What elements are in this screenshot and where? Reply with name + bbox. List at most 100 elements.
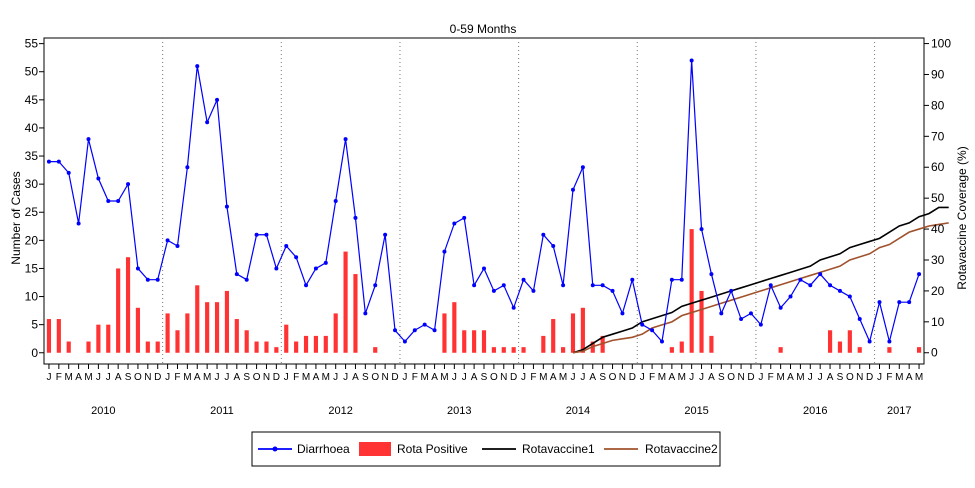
y2-tick-label: 60 — [931, 160, 945, 174]
diarrhoea-point — [798, 277, 803, 282]
diarrhoea-point — [224, 204, 229, 209]
rota-positive-bar — [452, 302, 457, 353]
x-tick-label: M — [65, 372, 73, 383]
x-tick-label: F — [886, 372, 892, 383]
x-tick-label: A — [669, 372, 676, 383]
x-tick-label: J — [462, 372, 467, 383]
x-tick-label: O — [609, 372, 617, 383]
diarrhoea-point — [699, 227, 704, 232]
rotavaccine1-line — [572, 206, 949, 354]
x-tick-label: D — [629, 372, 636, 383]
rota-positive-bar — [205, 302, 210, 353]
year-label: 2014 — [566, 405, 590, 417]
diarrhoea-point — [778, 305, 783, 310]
diarrhoea-point — [234, 272, 239, 277]
x-tick-label: S — [243, 372, 250, 383]
x-tick-label: M — [796, 372, 804, 383]
diarrhoea-point — [86, 137, 91, 142]
x-tick-label: N — [856, 372, 863, 383]
legend-label: Rotavaccine2 — [645, 442, 718, 456]
rota-positive-bar — [303, 335, 309, 353]
x-tick-label: A — [589, 372, 596, 383]
rota-positive-bar — [224, 290, 229, 353]
diarrhoea-point — [56, 159, 61, 164]
diarrhoea-point — [96, 176, 101, 181]
rota-positive-bar — [343, 251, 348, 353]
rota-positive-bar — [135, 307, 141, 353]
year-label: 2012 — [328, 405, 352, 417]
diarrhoea-point — [313, 266, 318, 271]
x-tick-label: M — [183, 372, 191, 383]
y-tick-label: 35 — [25, 149, 39, 163]
x-tick-label: J — [521, 372, 526, 383]
year-label: 2013 — [447, 405, 471, 417]
diarrhoea-point — [689, 58, 694, 63]
diarrhoea-point — [402, 339, 407, 344]
diarrhoea-point — [887, 339, 892, 344]
diarrhoea-point — [432, 328, 437, 333]
rota-positive-bar — [669, 347, 674, 353]
x-tick-label: N — [619, 372, 626, 383]
rota-positive-bar — [185, 313, 190, 353]
diarrhoea-point — [66, 170, 71, 175]
y2-tick-label: 50 — [931, 191, 945, 205]
diarrhoea-point — [600, 283, 605, 288]
y-tick-label: 55 — [25, 37, 39, 51]
x-tick-label: M — [895, 372, 903, 383]
y2-tick-label: 10 — [931, 315, 945, 329]
rota-positive-bar — [86, 341, 91, 353]
x-tick-label: A — [194, 372, 201, 383]
x-tick-label: M — [559, 372, 567, 383]
x-tick-label: D — [391, 372, 398, 383]
y-tick-label: 10 — [25, 290, 39, 304]
y2-tick-label: 30 — [931, 253, 945, 267]
rota-positive-bar — [570, 313, 576, 353]
y2-tick-label: 80 — [931, 98, 945, 112]
legend-label: Rotavaccine1 — [522, 442, 595, 456]
rota-positive-bar — [462, 330, 467, 353]
rota-positive-bar — [837, 341, 843, 353]
y-tick-label: 20 — [25, 233, 39, 247]
x-tick-label: O — [371, 372, 379, 383]
diarrhoea-point — [175, 243, 180, 248]
rota-positive-bar — [699, 290, 704, 353]
axes: 0 5 10 15 20 25 30 35 40 45 50 55 0 10 20 30 40 50 60 70 80 9… — [25, 37, 952, 417]
diarrhoea-point — [383, 232, 388, 237]
x-tick-label: J — [284, 372, 289, 383]
rota-positive-bar — [857, 347, 862, 353]
diarrhoea-point — [917, 272, 922, 277]
y-tick-label: 45 — [25, 93, 39, 107]
diarrhoea-point — [877, 300, 882, 305]
x-tick-label: J — [580, 372, 585, 383]
y-tick-label: 40 — [25, 121, 39, 135]
x-tick-label: J — [46, 372, 51, 383]
diarrhoea-point — [76, 221, 81, 226]
year-label: 2010 — [91, 405, 115, 417]
rota-positive-bar — [561, 347, 566, 353]
rota-positive-bar — [96, 324, 101, 353]
diarrhoea-point — [353, 215, 358, 220]
rota-positive-bar — [284, 324, 289, 353]
rota-positive-bar — [827, 330, 833, 353]
x-tick-label: M — [915, 372, 923, 383]
y-tick-label: 25 — [25, 205, 39, 219]
x-tick-label: F — [174, 372, 180, 383]
diarrhoea-point — [294, 255, 299, 260]
x-tick-label: A — [550, 372, 557, 383]
x-tick-label: A — [75, 372, 82, 383]
rota-positive-bar — [313, 335, 318, 353]
x-tick-label: D — [273, 372, 280, 383]
x-tick-label: A — [787, 372, 794, 383]
rota-positive-bar — [442, 313, 447, 353]
x-tick-label: J — [877, 372, 882, 383]
x-tick-label: M — [203, 372, 211, 383]
diarrhoea-point — [373, 283, 378, 288]
x-tick-label: F — [412, 372, 418, 383]
diarrhoea-point — [284, 243, 289, 248]
diarrhoea-point — [393, 328, 398, 333]
y2-tick-label: 40 — [931, 222, 945, 236]
rota-positive-bar — [175, 330, 180, 353]
x-tick-label: J — [808, 372, 813, 383]
rota-positive-bar — [244, 330, 249, 353]
diarrhoea-point — [155, 277, 160, 282]
